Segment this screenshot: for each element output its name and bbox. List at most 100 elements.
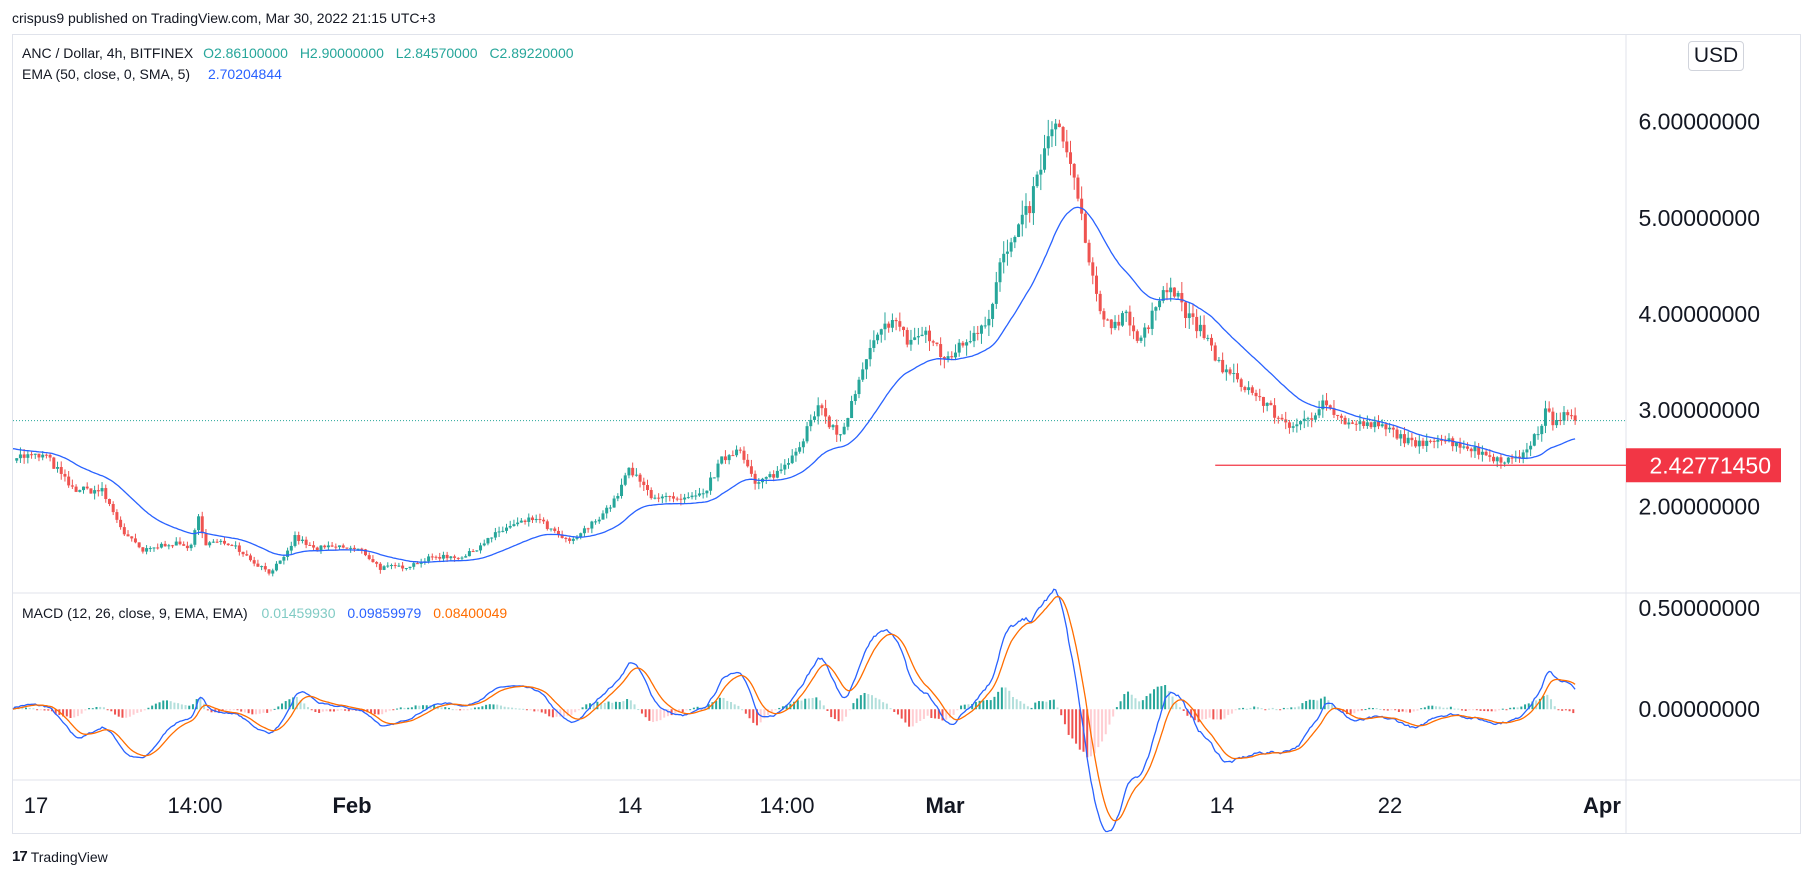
price-candle bbox=[286, 547, 290, 561]
chart-frame[interactable] bbox=[12, 34, 1801, 834]
candle-body bbox=[1161, 290, 1165, 301]
macd-histogram-bar bbox=[629, 700, 632, 710]
candle-body bbox=[345, 547, 349, 549]
macd-histogram-bar bbox=[978, 700, 981, 710]
macd-histogram-bar bbox=[481, 706, 484, 710]
macd-histogram-bar bbox=[388, 709, 391, 711]
macd-histogram-bar bbox=[114, 709, 117, 715]
price-candle bbox=[397, 562, 401, 568]
macd-histogram-bar bbox=[937, 709, 940, 719]
candle-body bbox=[1373, 421, 1377, 428]
price-candle bbox=[853, 390, 857, 405]
macd-histogram-bar bbox=[1490, 709, 1493, 712]
macd-histogram-bar bbox=[284, 701, 287, 710]
macd-histogram-bar bbox=[217, 709, 220, 713]
candle-body bbox=[1258, 396, 1262, 398]
candle-body bbox=[1510, 457, 1514, 459]
price-candle bbox=[152, 547, 156, 552]
macd-histogram-bar bbox=[733, 704, 736, 710]
macd-histogram-bar bbox=[1093, 709, 1096, 754]
candle-body bbox=[1406, 437, 1410, 444]
macd-histogram-bar bbox=[62, 709, 65, 717]
candle-body bbox=[731, 455, 735, 457]
candle-body bbox=[816, 405, 820, 417]
candle-body bbox=[846, 418, 850, 427]
price-candle bbox=[694, 489, 698, 500]
footer-brand[interactable]: 17 TradingView bbox=[12, 848, 108, 865]
price-candle bbox=[148, 546, 152, 552]
candle-body bbox=[675, 498, 679, 500]
price-candle bbox=[1117, 314, 1121, 331]
candle-body bbox=[445, 554, 449, 559]
price-candle bbox=[330, 542, 334, 548]
macd-histogram-bar bbox=[722, 697, 725, 710]
macd-histogram-bar bbox=[447, 707, 450, 710]
price-candle bbox=[1069, 140, 1073, 176]
macd-histogram-bar bbox=[28, 707, 31, 710]
candle-body bbox=[686, 497, 690, 499]
price-candle bbox=[623, 472, 627, 487]
candle-body bbox=[976, 332, 980, 334]
price-candle bbox=[375, 561, 379, 568]
macd-histogram-bar bbox=[600, 702, 603, 710]
price-candle bbox=[582, 525, 586, 537]
macd-histogram-bar bbox=[529, 709, 532, 711]
macd-histogram-bar bbox=[485, 704, 488, 710]
price-candle bbox=[1202, 315, 1206, 340]
price-candle bbox=[1254, 389, 1258, 402]
macd-histogram-bar bbox=[1234, 709, 1237, 711]
currency-button[interactable]: USD bbox=[1688, 41, 1744, 71]
candle-body bbox=[371, 559, 375, 563]
ema-legend: EMA (50, close, 0, SMA, 5) 2.70204844 bbox=[22, 66, 288, 82]
macd-histogram-bar bbox=[986, 700, 989, 710]
price-candle bbox=[1376, 415, 1380, 430]
price-candle bbox=[1543, 400, 1547, 434]
candle-body bbox=[1124, 311, 1128, 314]
candle-body bbox=[145, 548, 149, 552]
price-candle bbox=[59, 461, 63, 480]
macd-histogram-bar bbox=[1568, 709, 1571, 712]
price-candle bbox=[842, 422, 846, 435]
macd-histogram-bar bbox=[896, 709, 899, 715]
price-candle bbox=[1295, 418, 1299, 433]
macd-histogram-bar bbox=[763, 709, 766, 719]
price-candle bbox=[438, 552, 442, 562]
macd-histogram-bar bbox=[165, 700, 168, 710]
price-candle bbox=[1440, 434, 1444, 446]
macd-histogram-bar bbox=[229, 709, 232, 711]
price-candle bbox=[1087, 239, 1091, 266]
price-candle bbox=[1172, 287, 1176, 298]
macd-histogram-bar bbox=[1331, 703, 1334, 710]
price-candle bbox=[1399, 430, 1403, 447]
macd-histogram-bar bbox=[1167, 691, 1170, 710]
macd-histogram-bar bbox=[1023, 703, 1026, 710]
price-candle bbox=[326, 541, 330, 551]
candle-body bbox=[208, 542, 212, 546]
macd-histogram-bar bbox=[1175, 703, 1178, 710]
candle-body bbox=[119, 519, 123, 528]
price-candle bbox=[1484, 448, 1488, 457]
price-candle bbox=[1169, 277, 1173, 302]
candle-body bbox=[493, 532, 497, 538]
macd-histogram-bar bbox=[1297, 706, 1300, 710]
candle-body bbox=[1347, 422, 1351, 425]
candle-body bbox=[375, 562, 379, 564]
candle-body bbox=[805, 426, 809, 442]
macd-histogram-bar bbox=[681, 709, 684, 713]
candle-body bbox=[1440, 439, 1444, 441]
candle-body bbox=[1503, 462, 1507, 464]
macd-histogram-bar bbox=[1164, 685, 1167, 710]
candle-body bbox=[1087, 242, 1091, 263]
candle-body bbox=[1417, 440, 1421, 447]
macd-histogram-bar bbox=[611, 702, 614, 710]
macd-histogram-bar bbox=[396, 708, 399, 710]
price-candle bbox=[556, 526, 560, 538]
price-candle bbox=[1091, 257, 1095, 285]
candle-body bbox=[1031, 186, 1035, 214]
price-candle bbox=[1132, 317, 1136, 340]
candle-body bbox=[404, 568, 408, 570]
level-price-tag bbox=[1626, 448, 1781, 483]
macd-histogram-bar bbox=[177, 703, 180, 710]
candle-body bbox=[783, 464, 787, 470]
